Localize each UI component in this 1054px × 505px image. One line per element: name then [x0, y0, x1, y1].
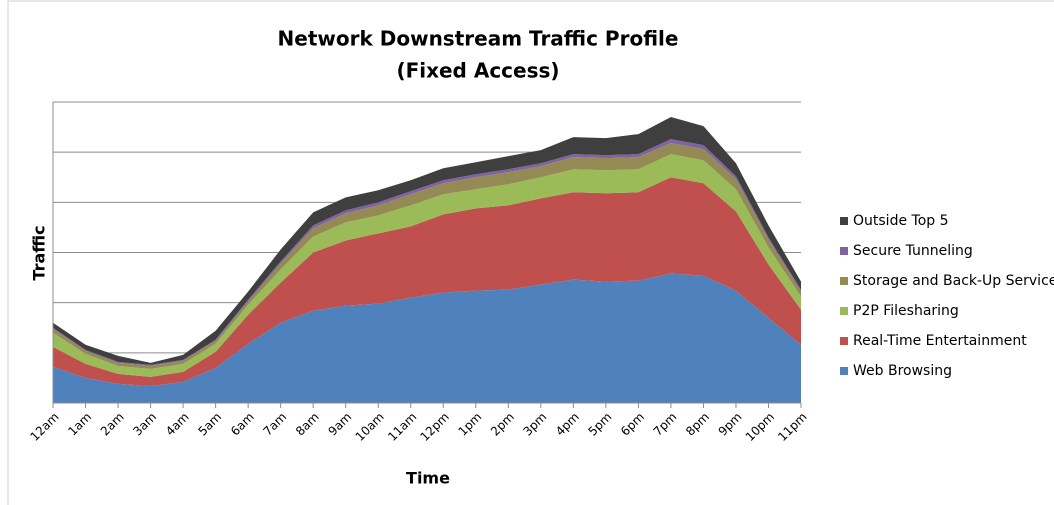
x-tick-label: 10am: [353, 410, 387, 444]
x-tick-label: 2am: [98, 410, 127, 439]
x-tick-label: 1pm: [455, 410, 484, 439]
x-tick-label: 4pm: [553, 410, 582, 439]
area: [53, 154, 801, 377]
x-tick-label: 8am: [293, 410, 322, 439]
x-tick-label: 12am: [27, 410, 61, 444]
area: [53, 273, 801, 403]
chart-title: Network Downstream Traffic Profile: [278, 27, 679, 51]
x-tick-label: 9pm: [716, 410, 745, 439]
x-tick-label: 10pm: [743, 410, 777, 444]
legend-swatch: [840, 217, 848, 225]
legend-label: Web Browsing: [853, 363, 952, 379]
x-tick-label: 7pm: [651, 410, 680, 439]
x-tick-label: 7am: [260, 410, 289, 439]
x-tick-label: 12pm: [418, 410, 452, 444]
area: [53, 143, 801, 369]
x-tick-label: 3pm: [520, 410, 549, 439]
x-tick-label: 4am: [163, 410, 192, 439]
x-tick-label: 6am: [228, 410, 257, 439]
x-tick-label: 5am: [195, 410, 224, 439]
x-tick-label: 6pm: [618, 410, 647, 439]
chart-frame: [7, 0, 1054, 505]
legend-label: Secure Tunneling: [853, 243, 973, 259]
legend-swatch: [840, 337, 848, 345]
legend-swatch: [840, 367, 848, 375]
legend-swatch: [840, 247, 848, 255]
legend-label: Storage and Back-Up Services: [853, 273, 1054, 289]
legend-label: P2P Filesharing: [853, 303, 959, 319]
area: [53, 177, 801, 386]
x-axis-label: Time: [406, 469, 450, 488]
x-tick-label: 11am: [385, 410, 419, 444]
x-tick-label: 8pm: [683, 410, 712, 439]
legend-swatch: [840, 277, 848, 285]
legend-swatch: [840, 307, 848, 315]
legend-label: Outside Top 5: [853, 213, 949, 229]
x-tick-label: 9am: [326, 410, 355, 439]
x-tick-label: 5pm: [586, 410, 615, 439]
y-axis-label: Traffic: [30, 225, 49, 280]
x-tick-label: 1am: [65, 410, 94, 439]
legend-label: Real-Time Entertainment: [853, 333, 1027, 349]
area: [53, 117, 801, 365]
x-tick-label: 3am: [130, 410, 159, 439]
x-tick-label: 11pm: [775, 410, 809, 444]
chart-subtitle: (Fixed Access): [396, 59, 559, 83]
x-tick-label: 2pm: [488, 410, 517, 439]
